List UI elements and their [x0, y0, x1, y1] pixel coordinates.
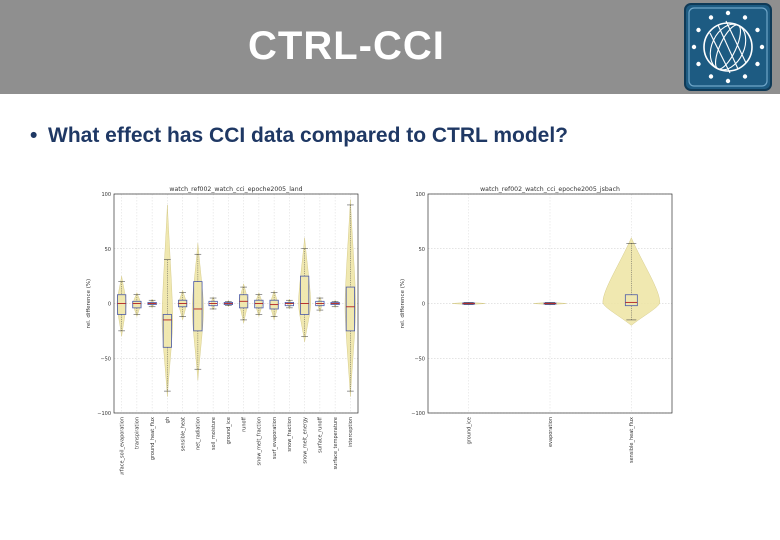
box: [345, 286, 355, 332]
chart-title: watch_ref002_watch_cci_epoche2005_land: [169, 186, 302, 193]
bullet-dot-icon: •: [30, 124, 38, 147]
box: [462, 302, 476, 305]
x-tick-label: net_radiation: [196, 417, 202, 450]
y-tick-label: −50: [414, 356, 425, 362]
x-tick-label: transpiration: [135, 417, 141, 449]
violin: [239, 283, 249, 324]
box: [284, 302, 294, 307]
plot-frame: [113, 193, 359, 414]
slide-header: CTRL-CCI: [0, 0, 780, 94]
violin: [116, 276, 127, 337]
plot-frame: [427, 193, 673, 414]
y-tick-label: −50: [100, 356, 111, 362]
chart-svg: watch_ref002_watch_cci_epoche2005_jsbach…: [400, 186, 673, 463]
x-tick-label: soil_moisture: [211, 417, 217, 450]
box: [117, 294, 127, 315]
x-tick-label: interception: [348, 417, 354, 447]
y-tick-label: 50: [419, 247, 425, 253]
violin: [191, 243, 204, 381]
y-tick-label: −100: [411, 411, 425, 417]
box: [162, 314, 172, 348]
box: [300, 275, 310, 315]
chart-svg: watch_ref002_watch_cci_epoche2005_landre…: [86, 186, 359, 479]
box: [178, 299, 188, 308]
x-tick-label: ground_heat_flux: [150, 417, 156, 460]
y-tick-label: 100: [415, 192, 425, 198]
violin: [255, 291, 263, 318]
y-axis-label: rel. difference (%): [86, 279, 92, 328]
x-tick-label: sensible_heat_flux: [629, 417, 635, 463]
box: [132, 300, 142, 309]
x-tick-label: sensible_heat: [180, 417, 186, 451]
box: [193, 281, 203, 332]
box: [624, 294, 638, 307]
x-tick-label: ground_ice: [466, 417, 472, 444]
chart-title: watch_ref002_watch_cci_epoche2005_jsbach: [480, 186, 620, 193]
violin: [270, 289, 279, 320]
x-tick-label: surface_temperature: [333, 417, 339, 469]
bullet-item: • What effect has CCI data compared to CT…: [30, 124, 568, 148]
x-tick-label: snow_melt_energy: [302, 417, 308, 464]
y-tick-label: 50: [105, 247, 111, 253]
box: [147, 302, 157, 305]
violin: [317, 296, 323, 314]
x-tick-label: surf_evaporation: [272, 417, 278, 459]
x-tick-label: ground_ice: [226, 417, 232, 444]
x-tick-label: gh: [165, 417, 171, 423]
x-tick-label: runoff: [241, 416, 247, 431]
x-tick-label: evaporation: [548, 417, 554, 447]
y-tick-label: −100: [97, 411, 111, 417]
y-axis-label: rel. difference (%): [400, 279, 406, 328]
y-tick-label: 0: [108, 302, 111, 308]
x-tick-label: snow_fraction: [287, 417, 293, 452]
x-tick-label: snow_melt_fraction: [257, 417, 263, 465]
violin: [344, 199, 356, 397]
y-tick-label: 0: [422, 302, 425, 308]
x-tick-label: surface_soil_evaporation: [119, 417, 125, 475]
violin: [161, 204, 173, 397]
violin: [298, 237, 311, 342]
globe-logo-icon: [684, 3, 772, 91]
slide-title: CTRL-CCI: [248, 24, 445, 68]
violin-chart-jsbach: watch_ref002_watch_cci_epoche2005_jsbach…: [400, 183, 680, 475]
bullet-text: What effect has CCI data compared to CTR…: [48, 124, 569, 147]
box: [254, 299, 264, 309]
x-tick-label: surface_runoff: [318, 416, 324, 452]
y-tick-label: 100: [101, 192, 111, 198]
